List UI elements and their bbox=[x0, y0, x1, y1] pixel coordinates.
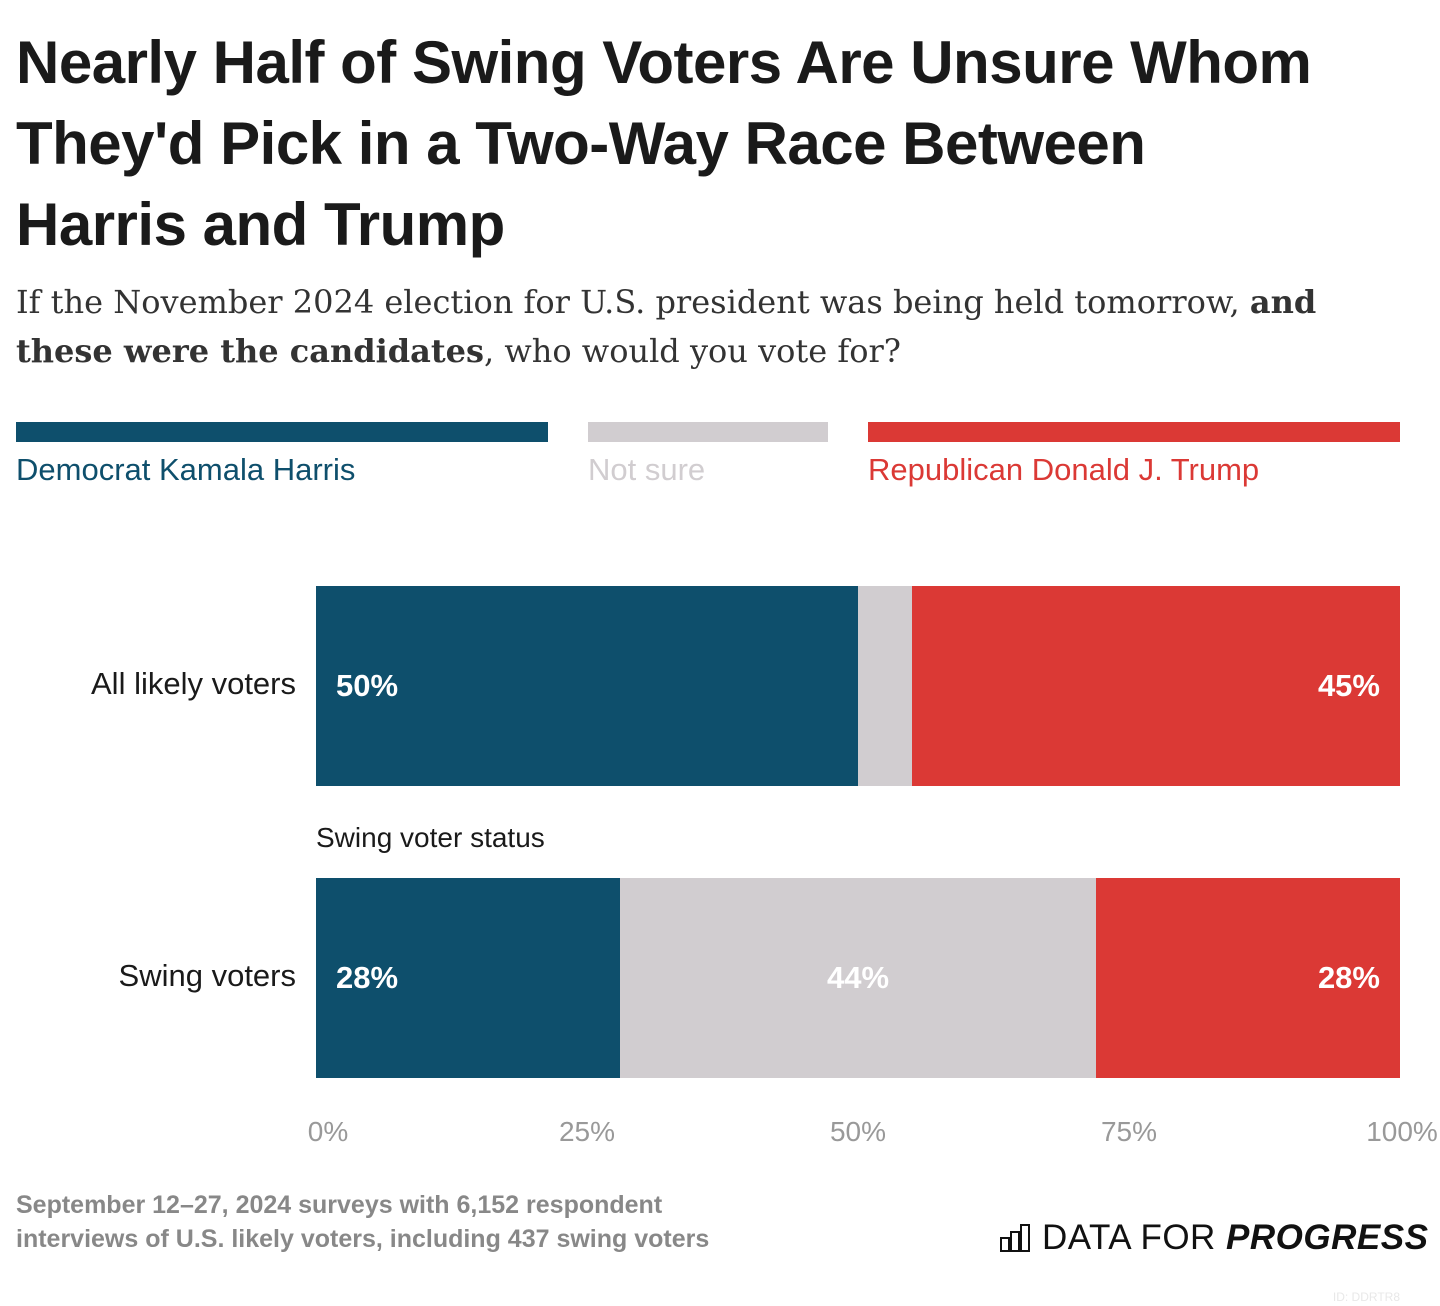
legend-label: Republican Donald J. Trump bbox=[868, 452, 1260, 487]
bar-segment: 44% bbox=[619, 878, 1097, 1078]
chart-subtitle: If the November 2024 election for U.S. p… bbox=[16, 278, 1416, 376]
chart-id: ID: DDRTR8 bbox=[1332, 1290, 1400, 1304]
subtitle-text-end: , who would you vote for? bbox=[484, 332, 901, 370]
source-note: September 12–27, 2024 surveys with 6,152… bbox=[16, 1191, 710, 1253]
x-tick-label: 50% bbox=[829, 1116, 887, 1147]
subtitle-text: If the November 2024 election for U.S. p… bbox=[16, 283, 1250, 321]
legend-harris: Democrat Kamala Harris bbox=[16, 422, 548, 488]
bar-chart-logo-icon bbox=[1000, 1224, 1030, 1252]
value-label: 44% bbox=[826, 960, 890, 995]
bar-segment bbox=[858, 586, 913, 786]
subtitle-bold: and these were the candidates bbox=[16, 283, 1317, 370]
logo-text: DATA FOR bbox=[1042, 1218, 1227, 1257]
row-label: Swing voters bbox=[118, 958, 296, 993]
legend-label: Not sure bbox=[588, 452, 706, 487]
value-label: 28% bbox=[1317, 960, 1380, 995]
bar-segment: 28% bbox=[1096, 878, 1400, 1078]
x-tick-label: 0% bbox=[307, 1116, 349, 1147]
bar-all-likely-voters: 50% 45% bbox=[316, 586, 1400, 786]
legend-not-sure: Not sure bbox=[588, 422, 828, 488]
legend-trump: Republican Donald J. Trump bbox=[868, 422, 1400, 488]
bar-segment: 45% bbox=[912, 586, 1400, 786]
x-tick-label: 75% bbox=[1100, 1116, 1158, 1147]
value-label: 45% bbox=[1317, 668, 1380, 703]
value-label: 50% bbox=[336, 668, 399, 703]
value-label: 28% bbox=[336, 960, 399, 995]
bar-segment: 28% bbox=[316, 878, 620, 1078]
data-for-progress-logo: DATA FOR PROGRESS bbox=[1000, 1218, 1428, 1258]
chart-title: Nearly Half of Swing Voters Are Unsure W… bbox=[16, 29, 1312, 258]
legend-label: Democrat Kamala Harris bbox=[16, 452, 356, 487]
row-label: All likely voters bbox=[91, 666, 296, 701]
x-tick-label: 25% bbox=[558, 1116, 616, 1147]
group-label: Swing voter status bbox=[316, 822, 545, 853]
bar-swing-voters: 28% 44% 28% bbox=[316, 878, 1400, 1078]
logo-text-bold: PROGRESS bbox=[1226, 1218, 1429, 1257]
x-tick-label: 100% bbox=[1366, 1116, 1438, 1147]
bar-segment: 50% bbox=[316, 586, 858, 786]
